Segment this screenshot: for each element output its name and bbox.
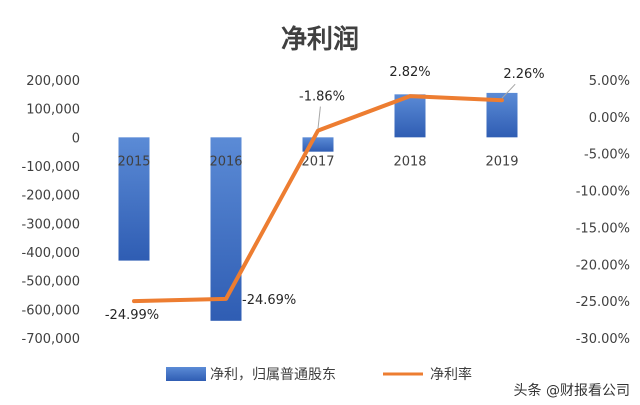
left-axis-tick-label: -600,000 [22, 303, 80, 318]
left-axis-tick-label: -300,000 [22, 217, 80, 232]
category-label: 2018 [393, 154, 426, 169]
right-axis-tick-label: -30.00% [576, 332, 630, 347]
category-label: 2015 [117, 154, 150, 169]
left-axis-tick-label: -700,000 [22, 332, 80, 347]
line-data-label: 2.26% [503, 67, 544, 82]
net-margin-line [132, 94, 504, 304]
bar-2015 [118, 137, 150, 261]
legend-bar-swatch [166, 367, 206, 381]
left-axis-tick-label: -100,000 [22, 160, 80, 175]
bar-2016 [210, 137, 242, 321]
category-label: 2017 [301, 154, 334, 169]
line-data-label: -24.69% [242, 293, 296, 308]
legend: 净利，归属普通股东 净利率 [166, 366, 472, 383]
left-axis-tick-label: 0 [72, 131, 80, 146]
chart-title: 净利润 [281, 24, 359, 55]
right-axis-ticks: 5.00% 0.00% -5.00% -10.00% -15.00% -20.00% -25… [576, 74, 630, 347]
right-axis-tick-label: 0.00% [589, 111, 630, 126]
left-axis-tick-label: -400,000 [22, 246, 80, 261]
category-labels: 2015 2016 2017 2018 2019 [117, 154, 518, 169]
line-series [132, 94, 504, 304]
right-axis-tick-label: -10.00% [576, 185, 630, 200]
right-axis-tick-label: -20.00% [576, 258, 630, 273]
left-axis-tick-label: -500,000 [22, 275, 80, 290]
line-data-label: 2.82% [389, 65, 430, 80]
watermark: 头条 @财报看公司 [514, 382, 630, 399]
right-axis-tick-label: -5.00% [584, 148, 630, 163]
line-data-label: -1.86% [299, 90, 345, 105]
category-label: 2019 [485, 154, 518, 169]
category-label: 2016 [209, 154, 242, 169]
line-data-label: -24.99% [105, 308, 159, 323]
data-label-leader-line [501, 83, 516, 99]
left-axis-ticks: 200,000 100,000 0 -100,000 -200,000 -300,000 -… [22, 74, 80, 347]
right-axis-tick-label: -15.00% [576, 221, 630, 236]
right-axis-tick-label: 5.00% [589, 74, 630, 89]
right-axis-tick-label: -25.00% [576, 295, 630, 310]
bar-series [118, 92, 518, 321]
legend-bar-label: 净利，归属普通股东 [210, 366, 336, 383]
left-axis-tick-label: 100,000 [26, 103, 80, 118]
data-label-leader-line [317, 106, 321, 129]
legend-line-label: 净利率 [430, 366, 472, 383]
left-axis-tick-label: 200,000 [26, 74, 80, 89]
line-data-labels: -24.99% -24.69% -1.86% 2.82% 2.26% [105, 65, 545, 323]
left-axis-tick-label: -200,000 [22, 189, 80, 204]
